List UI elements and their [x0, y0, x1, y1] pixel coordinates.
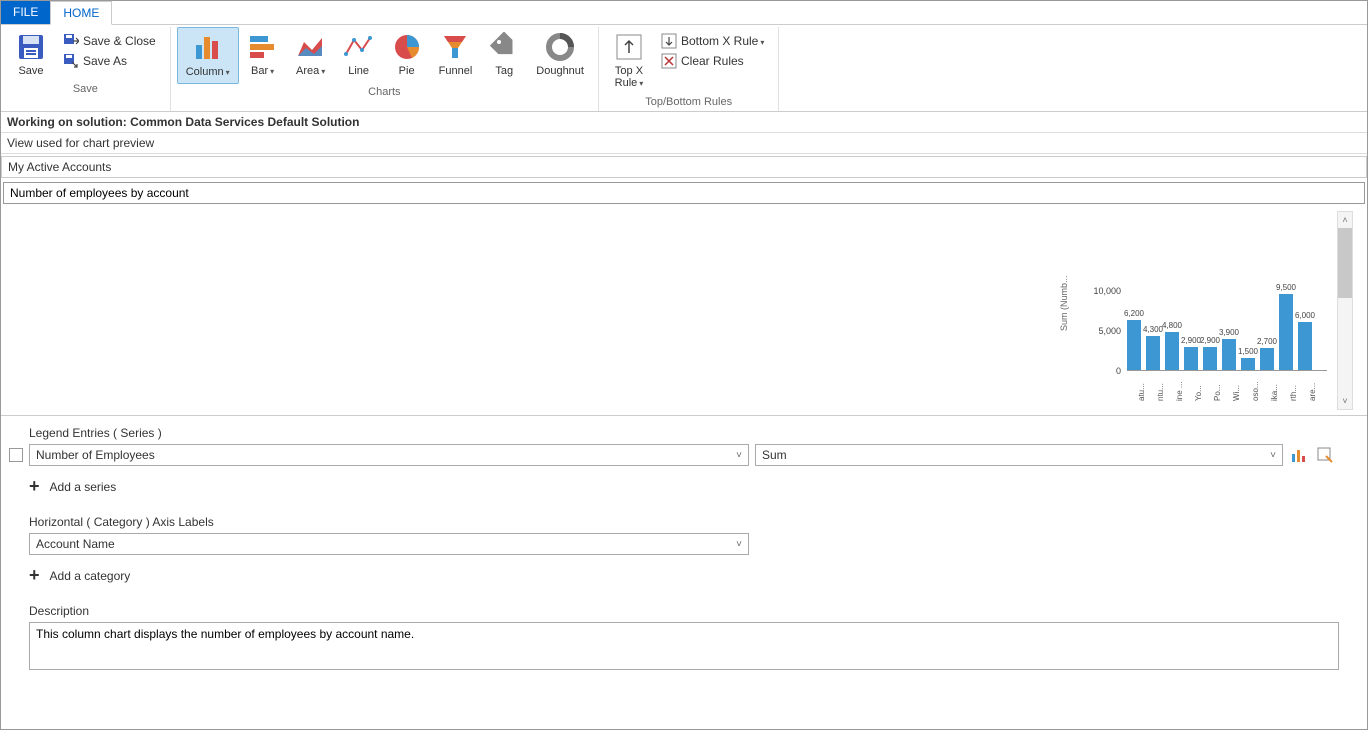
area-chart-icon	[295, 31, 327, 63]
area-chart-button[interactable]: Area▾	[287, 27, 335, 82]
scroll-up-arrow[interactable]: ˄	[1338, 212, 1352, 228]
bottom-x-rule-icon	[661, 33, 677, 49]
solution-info: Working on solution: Common Data Service…	[1, 112, 1367, 133]
tab-home[interactable]: HOME	[50, 1, 112, 25]
funnel-chart-icon	[439, 31, 471, 63]
chart-bar	[1241, 358, 1255, 370]
clear-rules-label: Clear Rules	[681, 54, 744, 68]
line-chart-label: Line	[348, 65, 369, 77]
column-chart-label: Column▾	[186, 66, 230, 79]
chart-bar	[1279, 294, 1293, 370]
bar-chart-button[interactable]: Bar▾	[239, 27, 287, 82]
description-label: Description	[29, 600, 1339, 622]
tab-file[interactable]: FILE	[1, 1, 50, 24]
clear-rules-button[interactable]: Clear Rules	[657, 51, 768, 71]
chart-scrollbar[interactable]: ˄ ˅	[1337, 211, 1353, 410]
save-as-icon	[63, 53, 79, 69]
save-close-button[interactable]: Save & Close	[59, 31, 160, 51]
tag-chart-button[interactable]: Tag	[480, 27, 528, 81]
chart-bar	[1298, 322, 1312, 370]
pie-chart-label: Pie	[399, 65, 415, 77]
aggregate-value: Sum	[762, 448, 787, 462]
pie-chart-icon	[391, 31, 423, 63]
ribbon-group-charts: Column▾ Bar▾ Area▾ Line Pie Funnel	[171, 27, 599, 111]
chart-config-form: Legend Entries ( Series ) Number of Empl…	[1, 416, 1367, 679]
funnel-chart-label: Funnel	[439, 65, 473, 77]
legend-entries-label: Legend Entries ( Series )	[29, 422, 1339, 444]
chart-plot: 6,2004,3004,8002,9002,9003,9001,5002,700…	[1127, 291, 1327, 371]
clear-rules-icon	[661, 53, 677, 69]
view-select[interactable]: My Active Accounts	[1, 156, 1367, 178]
pie-chart-button[interactable]: Pie	[383, 27, 431, 81]
chart-bar	[1203, 347, 1217, 370]
bar-chart-label: Bar▾	[251, 65, 274, 78]
top-x-rule-button[interactable]: Top X Rule▾	[605, 27, 653, 94]
save-label: Save	[18, 65, 43, 77]
plus-icon: +	[29, 565, 40, 586]
description-input[interactable]	[29, 622, 1339, 670]
chart-bar	[1184, 347, 1198, 370]
save-close-icon	[63, 33, 79, 49]
add-category-label: Add a category	[50, 569, 131, 583]
group-charts-label: Charts	[368, 84, 400, 101]
add-series-label: Add a series	[50, 480, 117, 494]
group-rules-label: Top/Bottom Rules	[645, 94, 732, 111]
tag-chart-label: Tag	[495, 65, 513, 77]
add-category-link[interactable]: + Add a category	[29, 555, 1339, 600]
bottom-x-rule-button[interactable]: Bottom X Rule▾	[657, 31, 768, 51]
doughnut-chart-button[interactable]: Doughnut	[528, 27, 592, 81]
top-x-rule-icon	[613, 31, 645, 63]
save-icon	[15, 31, 47, 63]
doughnut-chart-icon	[544, 31, 576, 63]
save-close-label: Save & Close	[83, 34, 156, 48]
series-checkbox[interactable]	[9, 448, 23, 462]
aggregate-dropdown[interactable]: Sum˅	[755, 444, 1283, 466]
series-field-value: Number of Employees	[36, 448, 155, 462]
column-chart-button[interactable]: Column▾	[177, 27, 239, 84]
ribbon: Save Save & Close Save As Save Column▾	[1, 25, 1367, 112]
ribbon-tabs: FILE HOME	[1, 1, 1367, 25]
scroll-down-arrow[interactable]: ˅	[1338, 393, 1352, 409]
top-x-rule-label: Top X Rule▾	[615, 65, 644, 90]
line-chart-icon	[343, 31, 375, 63]
view-used-label: View used for chart preview	[1, 133, 1367, 154]
group-save-label: Save	[73, 81, 98, 98]
area-chart-label: Area▾	[296, 65, 325, 78]
chart-title-input[interactable]	[3, 182, 1365, 204]
column-chart-icon	[192, 32, 224, 64]
ribbon-group-save: Save Save & Close Save As Save	[1, 27, 171, 111]
chart-preview: Sum (Numb... 10,0005,0000 6,2004,3004,80…	[1, 206, 1367, 416]
save-as-button[interactable]: Save As	[59, 51, 160, 71]
chart-type-icon-button[interactable]	[1289, 445, 1309, 465]
series-field-dropdown[interactable]: Number of Employees˅	[29, 444, 749, 466]
add-series-link[interactable]: + Add a series	[29, 466, 1339, 511]
chart-bar	[1260, 348, 1274, 370]
horizontal-axis-label: Horizontal ( Category ) Axis Labels	[29, 511, 1339, 533]
bar-chart-icon	[247, 31, 279, 63]
bottom-x-rule-label: Bottom X Rule▾	[681, 34, 764, 48]
scroll-thumb[interactable]	[1338, 228, 1352, 298]
tag-icon	[488, 31, 520, 63]
plus-icon: +	[29, 476, 40, 497]
ribbon-group-rules: Top X Rule▾ Bottom X Rule▾ Clear Rules T…	[599, 27, 779, 111]
line-chart-button[interactable]: Line	[335, 27, 383, 81]
funnel-chart-button[interactable]: Funnel	[431, 27, 481, 81]
chart-bar	[1146, 336, 1160, 370]
doughnut-chart-label: Doughnut	[536, 65, 584, 77]
save-button[interactable]: Save	[7, 27, 55, 81]
category-field-dropdown[interactable]: Account Name˅	[29, 533, 749, 555]
y-axis-label: Sum (Numb...	[1059, 275, 1069, 331]
save-as-label: Save As	[83, 54, 127, 68]
series-options-icon-button[interactable]	[1315, 445, 1335, 465]
category-field-value: Account Name	[36, 537, 115, 551]
